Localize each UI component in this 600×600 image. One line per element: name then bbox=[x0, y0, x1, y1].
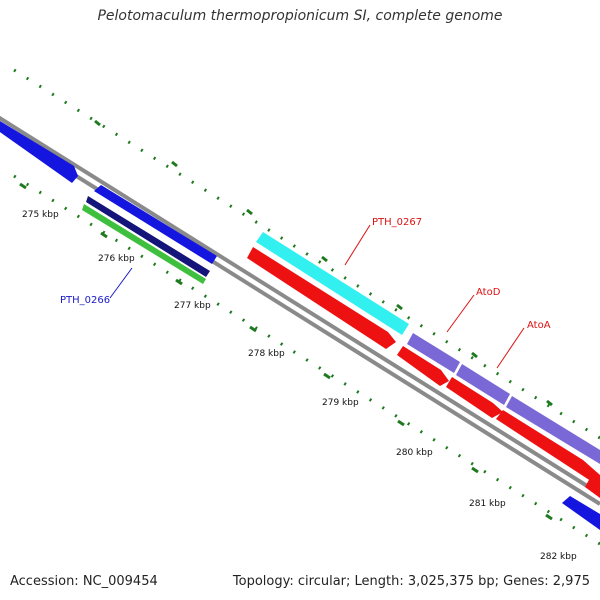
major-tick bbox=[94, 119, 101, 127]
tick-label: 281 kbp bbox=[469, 499, 506, 509]
gene-red-atoa[interactable] bbox=[496, 410, 600, 487]
leader-line-pth0266 bbox=[109, 267, 133, 299]
major-tick bbox=[100, 231, 108, 239]
outer-tick-track bbox=[13, 68, 600, 440]
major-tick bbox=[546, 399, 553, 407]
map-title: Pelotomaculum thermopropionicum SI, comp… bbox=[97, 8, 503, 24]
inner-tick-track bbox=[13, 174, 600, 546]
gene-green-pth0266[interactable] bbox=[82, 204, 206, 284]
gene-cyan-pth0267[interactable] bbox=[256, 232, 409, 335]
tick-label: 277 kbp bbox=[174, 301, 211, 311]
tick-label: 280 kbp bbox=[396, 448, 433, 458]
major-tick bbox=[175, 278, 183, 286]
major-tick bbox=[249, 325, 257, 333]
tick-label: 279 kbp bbox=[322, 398, 359, 408]
leader-line-pth0267 bbox=[344, 224, 371, 266]
outer-major-ticks bbox=[94, 119, 553, 407]
major-ticks bbox=[19, 182, 553, 521]
gene-blue-276[interactable] bbox=[94, 185, 217, 264]
gene-navy-276[interactable] bbox=[86, 196, 210, 277]
gene-red-atod-2[interactable] bbox=[446, 377, 503, 418]
gene-purple-atod-1[interactable] bbox=[407, 333, 460, 373]
major-tick bbox=[397, 419, 405, 427]
backbone bbox=[0, 115, 600, 506]
gene-purple-atod-2[interactable] bbox=[456, 364, 510, 405]
gene-label-pth0267[interactable]: PTH_0267 bbox=[372, 217, 422, 228]
genome-stats-text: Topology: circular; Length: 3,025,375 bp… bbox=[232, 574, 590, 589]
leader-line-atoa bbox=[496, 327, 525, 369]
major-tick bbox=[171, 160, 178, 168]
backbone-outer-line bbox=[0, 115, 600, 496]
gene-red-edge[interactable] bbox=[585, 478, 600, 498]
gene-label-atoa[interactable]: AtoA bbox=[527, 320, 551, 331]
major-tick bbox=[321, 255, 328, 263]
tick-label: 278 kbp bbox=[248, 349, 285, 359]
backbone-inner-line bbox=[0, 125, 600, 506]
gene-red-atod-1[interactable] bbox=[397, 346, 449, 386]
leader-line-atod bbox=[446, 294, 475, 333]
gene-blue-left[interactable] bbox=[0, 118, 78, 183]
major-tick bbox=[471, 351, 478, 359]
gene-blue-282[interactable] bbox=[562, 496, 600, 530]
major-tick bbox=[323, 372, 331, 380]
major-tick bbox=[545, 513, 553, 521]
major-tick bbox=[471, 466, 479, 474]
tick-label: 275 kbp bbox=[22, 210, 59, 220]
major-tick bbox=[19, 182, 27, 190]
gene-purple-atoa[interactable] bbox=[506, 396, 600, 464]
accession-text: Accession: NC_009454 bbox=[10, 574, 158, 589]
major-tick bbox=[396, 303, 403, 311]
tick-label: 276 kbp bbox=[98, 254, 135, 264]
gene-label-atod[interactable]: AtoD bbox=[476, 287, 501, 298]
gene-red-278[interactable] bbox=[247, 247, 396, 349]
tick-labels: 275 kbp 276 kbp 277 kbp 278 kbp 279 kbp … bbox=[22, 210, 577, 562]
tick-label: 282 kbp bbox=[540, 552, 577, 562]
major-tick bbox=[246, 208, 253, 216]
gene-label-pth0266[interactable]: PTH_0266 bbox=[60, 295, 110, 306]
